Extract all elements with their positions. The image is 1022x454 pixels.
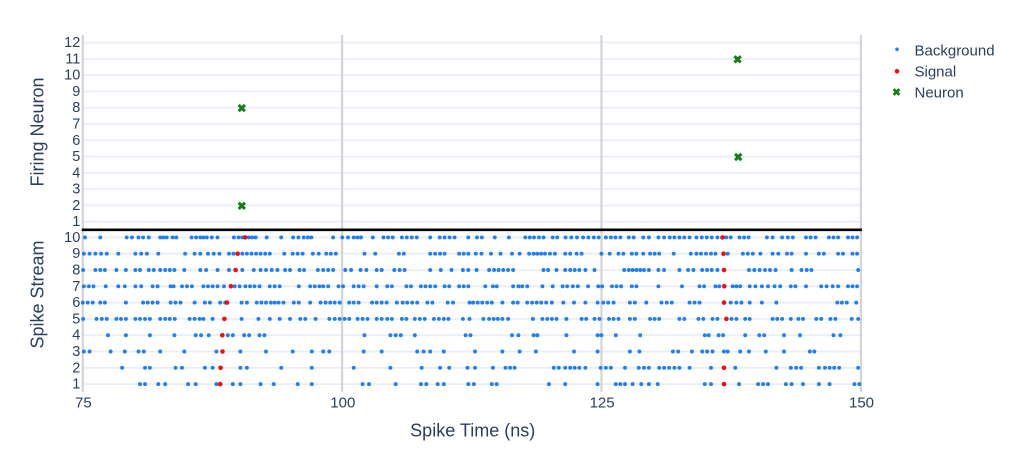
svg-text:2: 2 xyxy=(72,360,80,376)
svg-text:Spike Stream: Spike Stream xyxy=(28,240,48,348)
svg-text:Background: Background xyxy=(915,42,995,59)
svg-text:7: 7 xyxy=(72,279,80,295)
svg-text:1: 1 xyxy=(72,214,80,230)
svg-text:7: 7 xyxy=(72,117,80,133)
svg-text:Firing Neuron: Firing Neuron xyxy=(28,77,48,186)
svg-text:75: 75 xyxy=(75,394,92,411)
svg-text:8: 8 xyxy=(72,263,80,279)
svg-text:4: 4 xyxy=(72,165,80,181)
svg-text:Neuron: Neuron xyxy=(915,85,964,102)
svg-text:1: 1 xyxy=(72,377,80,393)
svg-text:9: 9 xyxy=(72,84,80,100)
svg-text:3: 3 xyxy=(72,344,80,360)
svg-text:6: 6 xyxy=(72,295,80,311)
svg-text:6: 6 xyxy=(72,133,80,149)
svg-text:12: 12 xyxy=(64,35,80,51)
svg-text:10: 10 xyxy=(64,230,80,246)
svg-text:150: 150 xyxy=(849,394,874,411)
svg-text:5: 5 xyxy=(72,149,80,165)
svg-text:125: 125 xyxy=(590,394,615,411)
svg-text:Signal: Signal xyxy=(915,64,957,81)
svg-text:5: 5 xyxy=(72,311,80,327)
svg-text:4: 4 xyxy=(72,328,80,344)
svg-text:9: 9 xyxy=(72,246,80,262)
svg-text:10: 10 xyxy=(64,68,80,84)
svg-text:11: 11 xyxy=(65,51,80,67)
svg-text:Spike Time (ns): Spike Time (ns) xyxy=(410,421,535,441)
svg-text:2: 2 xyxy=(72,198,80,214)
svg-text:3: 3 xyxy=(72,182,80,198)
svg-text:8: 8 xyxy=(72,100,80,116)
svg-text:100: 100 xyxy=(330,394,355,411)
